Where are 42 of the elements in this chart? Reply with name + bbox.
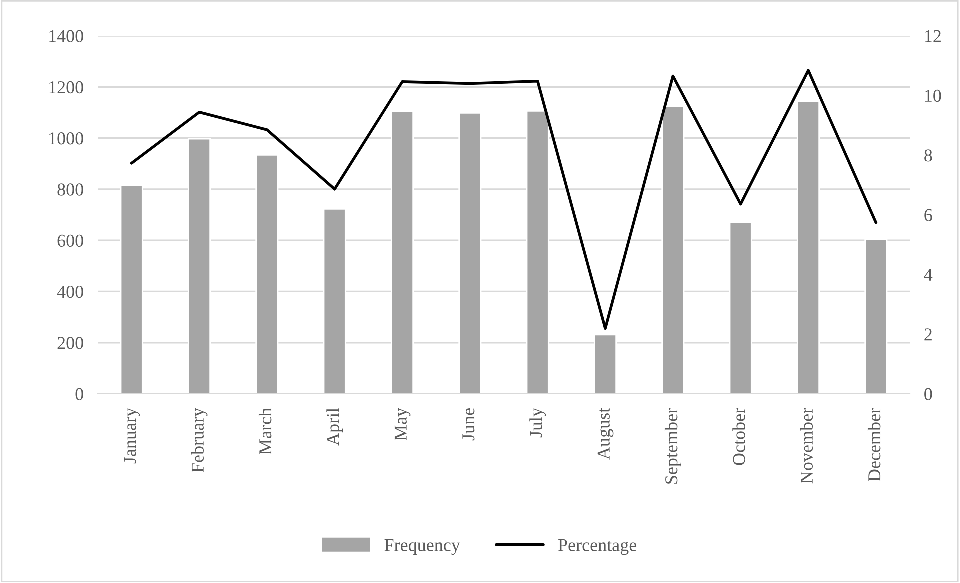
y-tick-label: 1000	[50, 132, 84, 145]
y2-tick-label: 8	[924, 150, 932, 162]
legend-label: Percentage	[558, 539, 637, 556]
y-tick-label: 1400	[50, 30, 84, 42]
y-tick-label: 0	[76, 388, 84, 400]
x-tick-label: August	[598, 408, 614, 460]
bar	[729, 222, 752, 394]
x-tick-label: February	[191, 408, 208, 473]
bar	[188, 138, 212, 394]
y2-tick-label: 10	[925, 90, 942, 102]
bar	[390, 110, 414, 394]
y2-tick-label: 2	[924, 328, 932, 341]
bar	[796, 100, 820, 394]
y-tick-label: 800	[58, 184, 84, 196]
y2-tick-label: 12	[925, 30, 941, 42]
bar	[864, 238, 888, 394]
x-tick-label: March	[258, 408, 272, 454]
y2-tick-label: 4	[924, 269, 933, 281]
y2-tick-label: 6	[924, 209, 932, 222]
bar	[526, 110, 550, 394]
y-tick-label: 400	[57, 286, 84, 298]
legend-label: Frequency	[384, 539, 460, 556]
x-tick-label: July	[530, 408, 546, 438]
x-tick-label: December	[868, 408, 881, 482]
bar	[594, 334, 618, 394]
bar	[458, 112, 482, 394]
y2-tick-label: 0	[924, 388, 932, 400]
bar	[256, 154, 279, 394]
bar	[662, 106, 685, 394]
x-tick-label: January	[124, 408, 140, 464]
x-tick-label: November	[800, 408, 814, 484]
x-tick-label: June	[462, 408, 475, 441]
y-tick-label: 1200	[50, 81, 84, 94]
x-tick-label: May	[394, 408, 411, 440]
bar	[120, 184, 144, 394]
bar	[323, 208, 346, 394]
y-tick-label: 200	[58, 337, 84, 350]
x-tick-label: October	[732, 408, 746, 466]
line-series	[130, 69, 878, 330]
x-tick-label: September	[664, 408, 682, 484]
y-tick-label: 600	[58, 234, 84, 248]
x-tick-label: April	[326, 408, 344, 446]
